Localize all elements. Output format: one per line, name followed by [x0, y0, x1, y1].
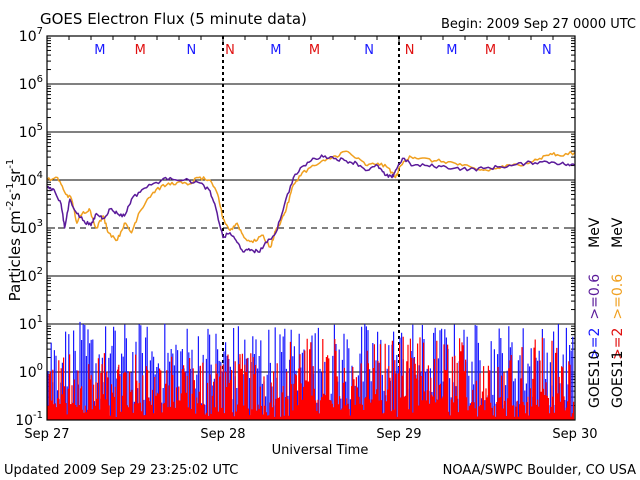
- x-tick-label: Sep 27: [24, 427, 69, 442]
- y-axis-label-sup2: -1: [5, 183, 16, 193]
- energy-legend-entry: MeV: [587, 217, 603, 248]
- mn-marker: N: [405, 43, 415, 58]
- mn-marker: M: [309, 43, 320, 58]
- y-tick-base: 10: [19, 221, 37, 237]
- satellite-legend-entry: GOES10: [587, 351, 603, 408]
- y-axis-label-main: Particles cm: [6, 210, 24, 301]
- energy-legend-column: >=2 >=0.6 MeV: [610, 217, 626, 360]
- y-tick-base: 10: [19, 269, 37, 285]
- y-tick-base: 10: [19, 77, 37, 93]
- y-tick-exponent: 6: [37, 74, 43, 85]
- y-axis-label-mid1: s: [6, 192, 24, 200]
- y-tick-exponent: 0: [37, 362, 43, 373]
- mn-marker: M: [446, 43, 457, 58]
- y-tick-exponent: 3: [37, 218, 43, 229]
- energy-legend-text: >=2 >=0.6 MeV: [587, 217, 603, 360]
- credit-line: NOAA/SWPC Boulder, CO USA: [443, 463, 636, 478]
- y-axis-label-sup1: -2: [5, 200, 16, 210]
- y-axis-label-mid2: sr: [6, 168, 24, 183]
- plot-border: [46, 35, 576, 421]
- energy-legend-entry: >=2: [610, 328, 626, 360]
- energy-legend-entry: >=0.6: [610, 274, 626, 320]
- x-tick-label: Sep 30: [552, 427, 597, 442]
- y-tick-base: 10: [19, 173, 37, 189]
- low-energy-lines: [46, 150, 576, 254]
- satellite-legend-column: GOES11: [610, 351, 626, 408]
- high-energy-spikes: [47, 321, 575, 420]
- x-axis-label: Universal Time: [272, 443, 369, 458]
- y-tick-label: 103: [19, 218, 43, 237]
- energy-legend-entry: MeV: [610, 217, 626, 248]
- y-tick-base: 10: [19, 125, 37, 141]
- series-goes11-06mev: [46, 150, 576, 248]
- x-tick-label: Sep 28: [200, 427, 245, 442]
- y-axis-label-sup3: -1: [5, 159, 16, 169]
- updated-timestamp: Updated 2009 Sep 29 23:25:02 UTC: [4, 463, 238, 478]
- y-tick-label: 107: [19, 26, 43, 45]
- mn-marker: M: [485, 43, 496, 58]
- mn-marker: M: [94, 43, 105, 58]
- y-tick-base: 10: [19, 29, 37, 45]
- energy-legend-text: >=2 >=0.6 MeV: [610, 217, 626, 360]
- energy-legend-column: >=2 >=0.6 MeV: [587, 217, 603, 360]
- y-tick-exponent: 1: [37, 314, 43, 325]
- energy-legend-entry: >=2: [587, 328, 603, 360]
- svg-text:Particles cm-2s-1sr-1: Particles cm-2s-1sr-1: [5, 159, 24, 302]
- y-tick-label: 100: [19, 362, 43, 381]
- y-tick-exponent: 5: [37, 122, 43, 133]
- y-tick-label: 106: [19, 74, 43, 93]
- satellite-legend-entry: GOES11: [610, 351, 626, 408]
- mn-marker: N: [364, 43, 374, 58]
- y-tick-exponent: -1: [33, 410, 43, 421]
- y-tick-exponent: 7: [37, 26, 43, 37]
- series-goes10-06mev: [46, 154, 576, 254]
- y-tick-exponent: 4: [37, 170, 43, 181]
- y-tick-exponent: 2: [37, 266, 43, 277]
- begin-label: Begin: 2009 Sep 27 0000 UTC: [441, 17, 636, 32]
- y-tick-label: 102: [19, 266, 43, 285]
- y-tick-base: 10: [19, 365, 37, 381]
- x-tick-label: Sep 29: [376, 427, 421, 442]
- satellite-legend-column: GOES10: [587, 351, 603, 408]
- mn-marker: N: [186, 43, 196, 58]
- x-tick-labels: Sep 27 Sep 28 Sep 29 Sep 30: [24, 427, 597, 442]
- y-tick-label: 104: [19, 170, 43, 189]
- y-axis-label: Particles cm-2s-1sr-1: [5, 159, 24, 302]
- mn-marker: M: [135, 43, 146, 58]
- series-goes11-2mev: [47, 336, 575, 420]
- y-tick-label: 10-1: [15, 410, 43, 429]
- y-tick-base: 10: [19, 317, 37, 333]
- chart-title: GOES Electron Flux (5 minute data): [40, 10, 307, 28]
- y-tick-label: 105: [19, 122, 43, 141]
- y-tick-base: 10: [15, 413, 33, 429]
- mn-marker: M: [270, 43, 281, 58]
- right-legend: >=2 >=0.6 MeV >=2 >=0.6 MeV GOES10 GOES11: [587, 217, 626, 408]
- mn-marker: N: [225, 43, 235, 58]
- mn-marker: N: [542, 43, 552, 58]
- energy-legend-entry: >=0.6: [587, 274, 603, 320]
- y-tick-label: 101: [19, 314, 43, 333]
- plot-frame: [46, 35, 576, 421]
